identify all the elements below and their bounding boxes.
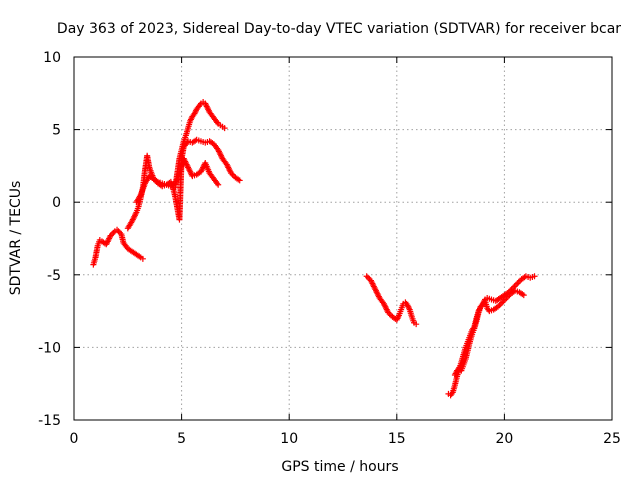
x-tick-label: 0: [70, 431, 79, 447]
x-tick-label: 10: [280, 431, 298, 447]
y-tick-label: -5: [47, 268, 61, 284]
data-point: [215, 181, 222, 188]
data-point: [515, 279, 522, 286]
data-point: [139, 255, 146, 262]
x-tick-label: 15: [388, 431, 406, 447]
data-points: [90, 99, 538, 399]
x-tick-label: 20: [495, 431, 513, 447]
data-point: [236, 177, 243, 184]
tick-labels: 0 5 10 15 20 25 -15 -10 -5 0 5 10: [38, 50, 621, 447]
plot-frame: [73, 56, 613, 421]
x-tick-label: 25: [603, 431, 621, 447]
y-tick-label: 0: [52, 195, 61, 211]
grid: [74, 57, 612, 420]
y-tick-label: -10: [38, 340, 61, 356]
ticks: [73, 56, 613, 421]
data-point: [363, 273, 370, 280]
series-segment-6: [445, 273, 538, 399]
data-point: [512, 281, 519, 288]
y-axis-label: SDTVAR / TECUs: [8, 181, 24, 296]
data-point: [110, 229, 117, 236]
data-point: [365, 274, 372, 281]
y-tick-label: -15: [38, 413, 61, 429]
series-segment-4: [172, 99, 228, 191]
data-point: [413, 321, 420, 328]
data-point: [221, 125, 228, 132]
x-tick-label: 5: [177, 431, 186, 447]
data-point: [520, 292, 527, 299]
y-tick-label: 10: [43, 50, 61, 66]
y-tick-label: 5: [52, 123, 61, 139]
data-point: [511, 283, 518, 290]
x-axis-label: GPS time / hours: [281, 459, 398, 475]
series-segment-5: [363, 273, 420, 328]
series-segment-2: [124, 136, 243, 232]
series-segment-1: [90, 226, 146, 268]
data-point: [115, 228, 122, 235]
chart-title: Day 363 of 2023, Sidereal Day-to-day VTE…: [57, 21, 621, 37]
data-point: [531, 273, 538, 280]
series-segment-7: [451, 287, 527, 378]
data-point: [514, 280, 521, 287]
